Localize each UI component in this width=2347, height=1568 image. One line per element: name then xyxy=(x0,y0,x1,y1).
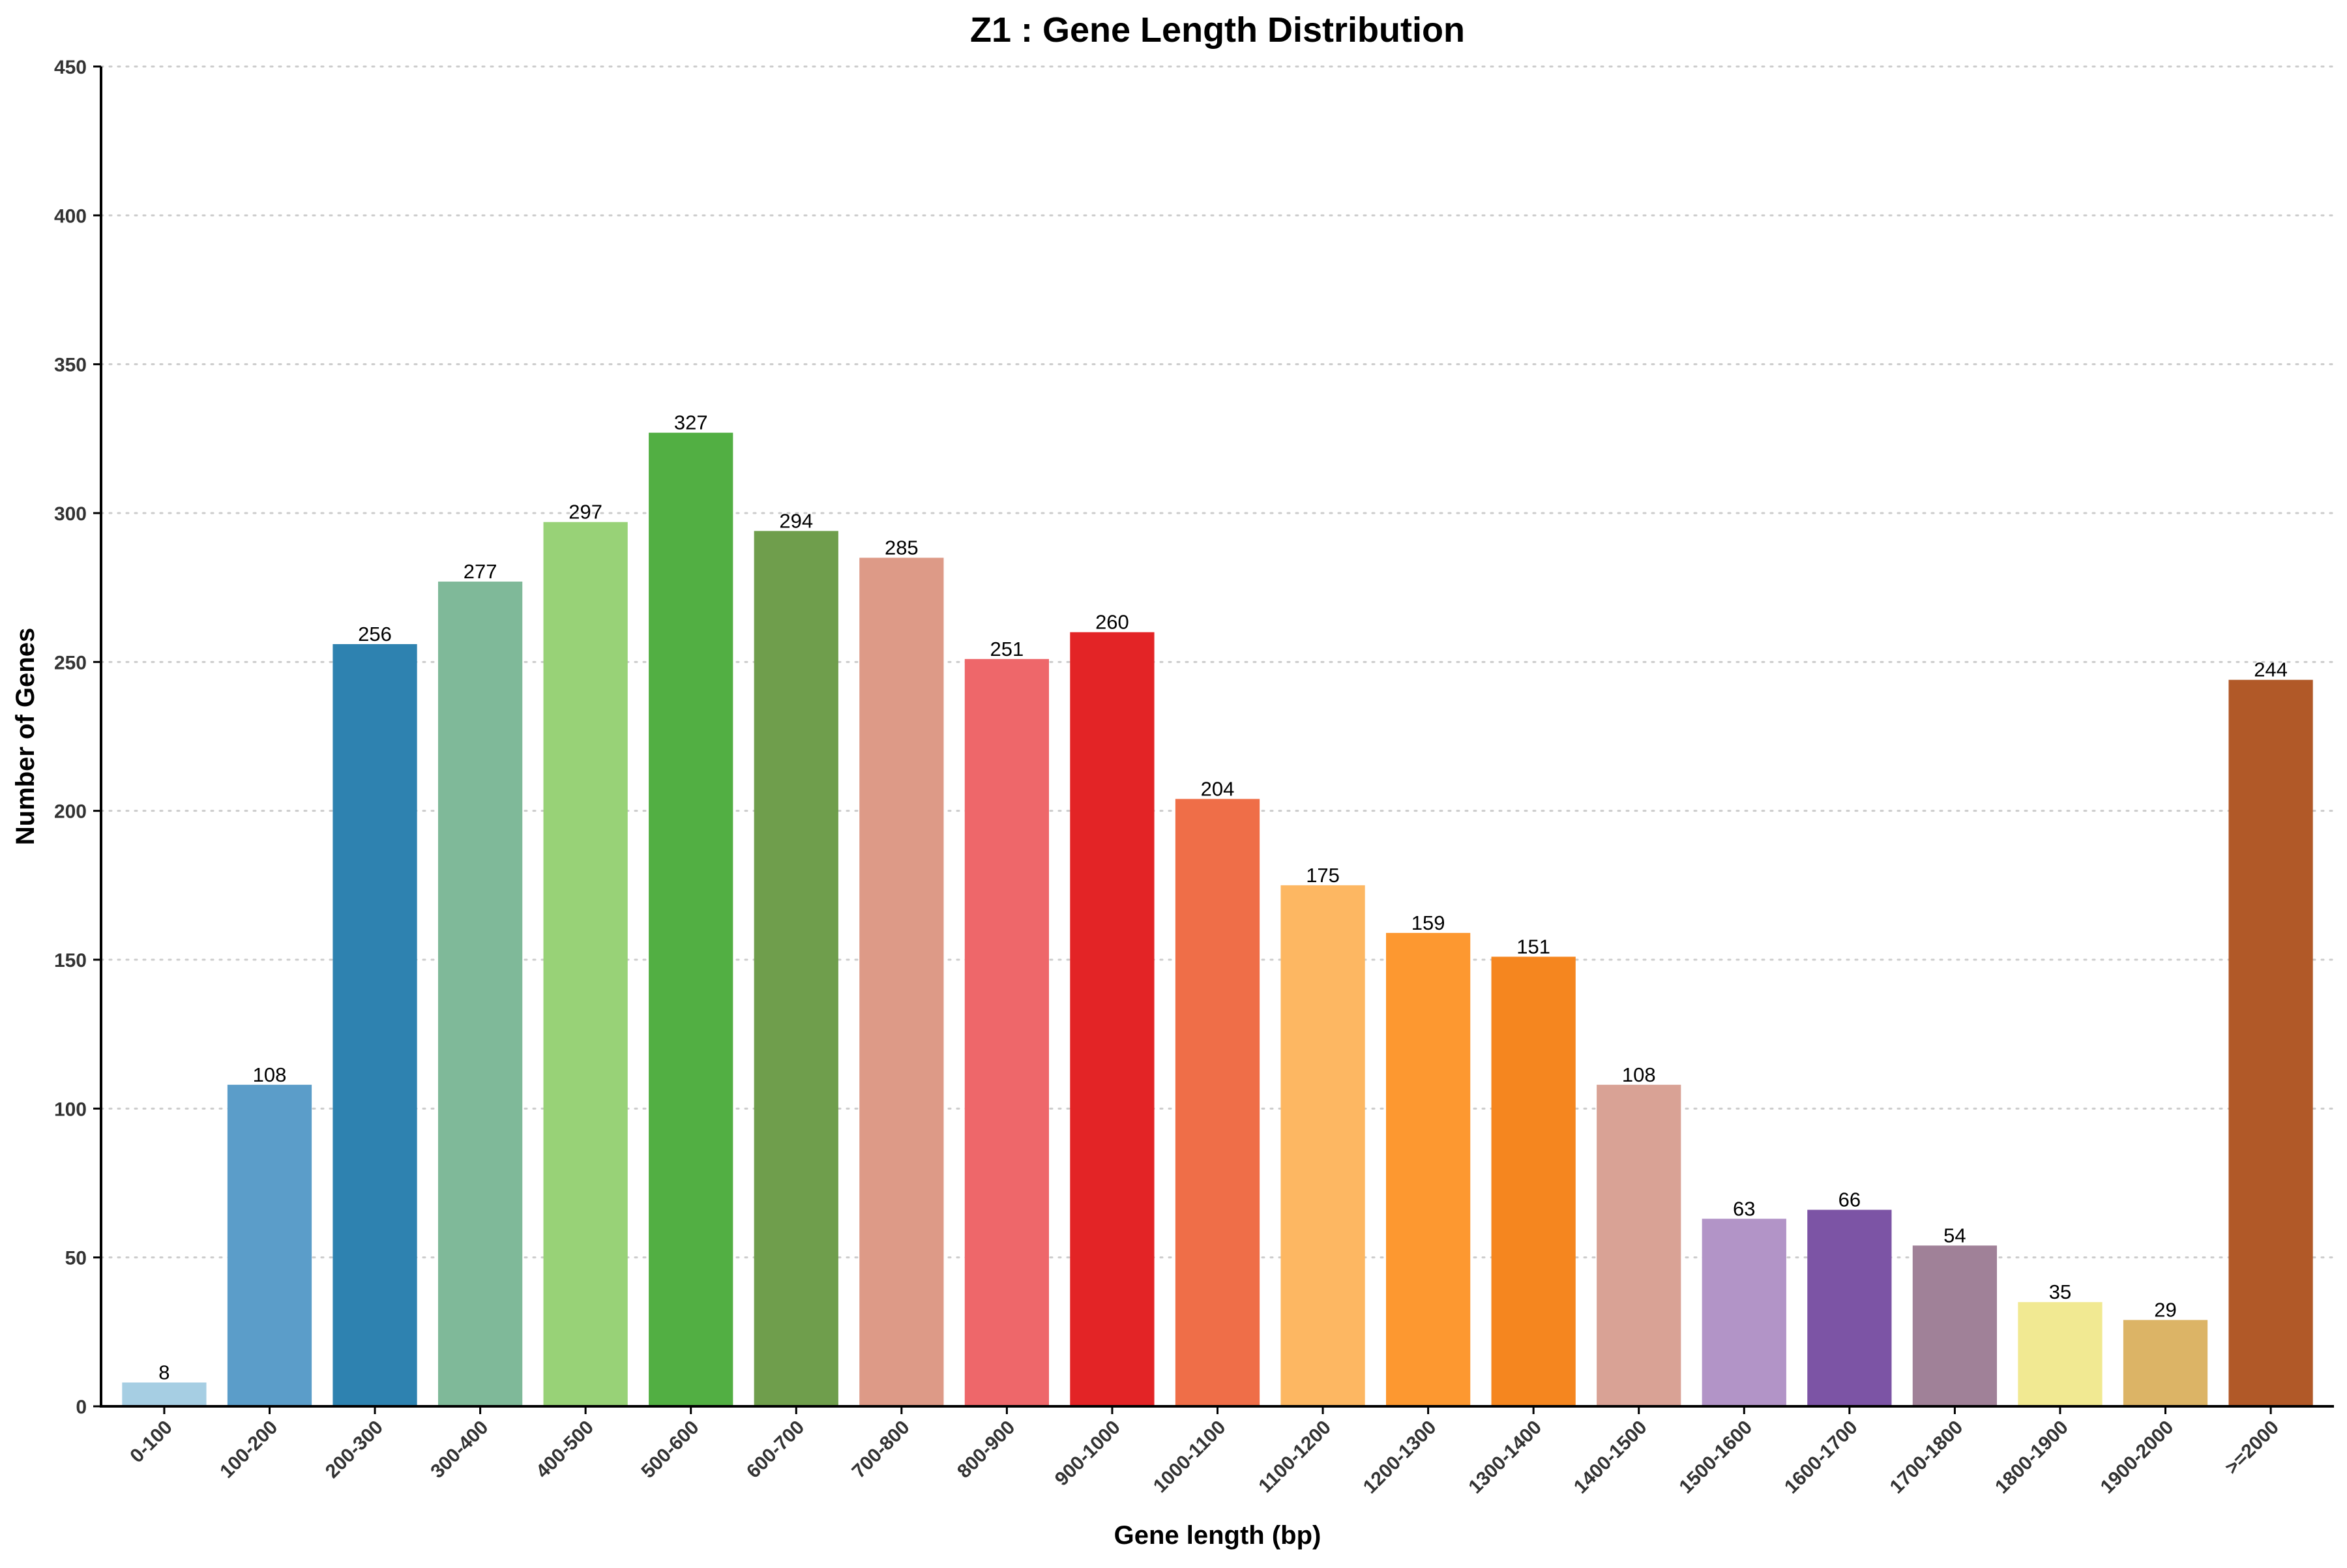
x-tick-label: 100-200 xyxy=(216,1417,282,1483)
x-tick-label: 300-400 xyxy=(426,1417,492,1483)
y-axis-ticks: 0 50 100 150 200 250 300 350 400 450 xyxy=(54,57,101,1418)
bar xyxy=(754,531,838,1406)
bars xyxy=(122,432,2313,1407)
x-tick-label: 1500-1600 xyxy=(1675,1417,1756,1498)
bar-value-labels: 8 108 256 277 297 327 294 285 251 260 204 175 159 151… xyxy=(158,411,2288,1384)
y-tick-label: 250 xyxy=(54,652,87,673)
bar xyxy=(1807,1209,1892,1406)
x-tick-label: 1800-1900 xyxy=(1991,1417,2073,1498)
bar-value-label: 63 xyxy=(1733,1197,1755,1220)
bar xyxy=(2228,679,2313,1406)
bar xyxy=(1912,1245,1998,1406)
bar-value-label: 8 xyxy=(158,1361,170,1383)
y-tick-label: 350 xyxy=(54,355,87,376)
x-tick-label: 0-100 xyxy=(126,1417,177,1468)
x-tick-label: >=2000 xyxy=(2221,1417,2283,1479)
bar xyxy=(2018,1302,2103,1406)
bar-value-label: 66 xyxy=(1838,1189,1861,1211)
bar-value-label: 54 xyxy=(1943,1224,1966,1247)
bar xyxy=(1597,1084,1681,1406)
bar-value-label: 159 xyxy=(1411,911,1445,934)
bar xyxy=(2123,1320,2208,1406)
x-tick-label: 1700-1800 xyxy=(1886,1417,1968,1498)
bar xyxy=(859,557,944,1406)
bar-value-label: 29 xyxy=(2154,1299,2176,1322)
y-tick-label: 300 xyxy=(54,503,87,525)
x-axis-label: Gene length (bp) xyxy=(1114,1521,1321,1550)
x-tick-label: 600-700 xyxy=(743,1417,808,1483)
y-tick-label: 400 xyxy=(54,205,87,227)
x-tick-label: 1100-1200 xyxy=(1254,1417,1335,1498)
x-tick-label: 1600-1700 xyxy=(1780,1417,1862,1498)
bar xyxy=(1702,1219,1786,1406)
bar-value-label: 256 xyxy=(358,623,392,645)
bar xyxy=(332,643,417,1406)
x-tick-label: 800-900 xyxy=(953,1417,1019,1483)
bar-value-label: 175 xyxy=(1306,864,1340,887)
bar-value-label: 260 xyxy=(1095,611,1129,634)
bar-value-label: 294 xyxy=(779,509,813,532)
bar xyxy=(122,1382,207,1406)
x-axis-ticks: 0-100 100-200 200-300 300-400 400-500 500-600… xyxy=(126,1406,2283,1498)
x-tick-label: 200-300 xyxy=(321,1417,387,1483)
y-tick-label: 0 xyxy=(76,1397,87,1418)
bar xyxy=(1280,885,1365,1406)
y-axis-label: Number of Genes xyxy=(11,628,40,845)
bar xyxy=(964,658,1050,1407)
x-tick-label: 1000-1100 xyxy=(1149,1417,1230,1498)
bar-value-label: 35 xyxy=(2049,1280,2071,1303)
bar-value-label: 204 xyxy=(1201,777,1235,800)
y-tick-label: 200 xyxy=(54,801,87,823)
bar xyxy=(1385,932,1471,1406)
y-tick-label: 150 xyxy=(54,950,87,971)
bar xyxy=(649,432,733,1407)
bar xyxy=(1175,799,1260,1406)
bar-value-label: 277 xyxy=(464,560,497,583)
x-tick-label: 1400-1500 xyxy=(1570,1417,1651,1498)
bar xyxy=(1491,956,1576,1406)
bar xyxy=(1070,632,1155,1406)
bar-value-label: 297 xyxy=(568,501,602,524)
bar xyxy=(543,522,628,1407)
bar xyxy=(437,582,523,1406)
x-tick-label: 900-1000 xyxy=(1051,1417,1125,1490)
bar-value-label: 108 xyxy=(253,1063,287,1086)
y-tick-label: 100 xyxy=(54,1099,87,1120)
x-tick-label: 500-600 xyxy=(637,1417,703,1483)
x-tick-label: 1200-1300 xyxy=(1359,1417,1441,1498)
bar xyxy=(227,1084,312,1406)
y-tick-label: 50 xyxy=(65,1248,87,1269)
x-tick-label: 400-500 xyxy=(532,1417,598,1483)
bar-value-label: 108 xyxy=(1622,1063,1656,1086)
bar-value-label: 327 xyxy=(674,411,708,434)
y-tick-label: 450 xyxy=(54,57,87,78)
x-tick-label: 1900-2000 xyxy=(2097,1417,2178,1498)
bar-value-label: 244 xyxy=(2254,658,2288,681)
bar-value-label: 151 xyxy=(1516,935,1550,958)
bar-value-label: 251 xyxy=(990,638,1024,660)
x-tick-label: 700-800 xyxy=(848,1417,914,1483)
chart-title: Z1 : Gene Length Distribution xyxy=(970,10,1465,50)
bar-value-label: 285 xyxy=(885,537,919,559)
x-tick-label: 1300-1400 xyxy=(1464,1417,1546,1498)
